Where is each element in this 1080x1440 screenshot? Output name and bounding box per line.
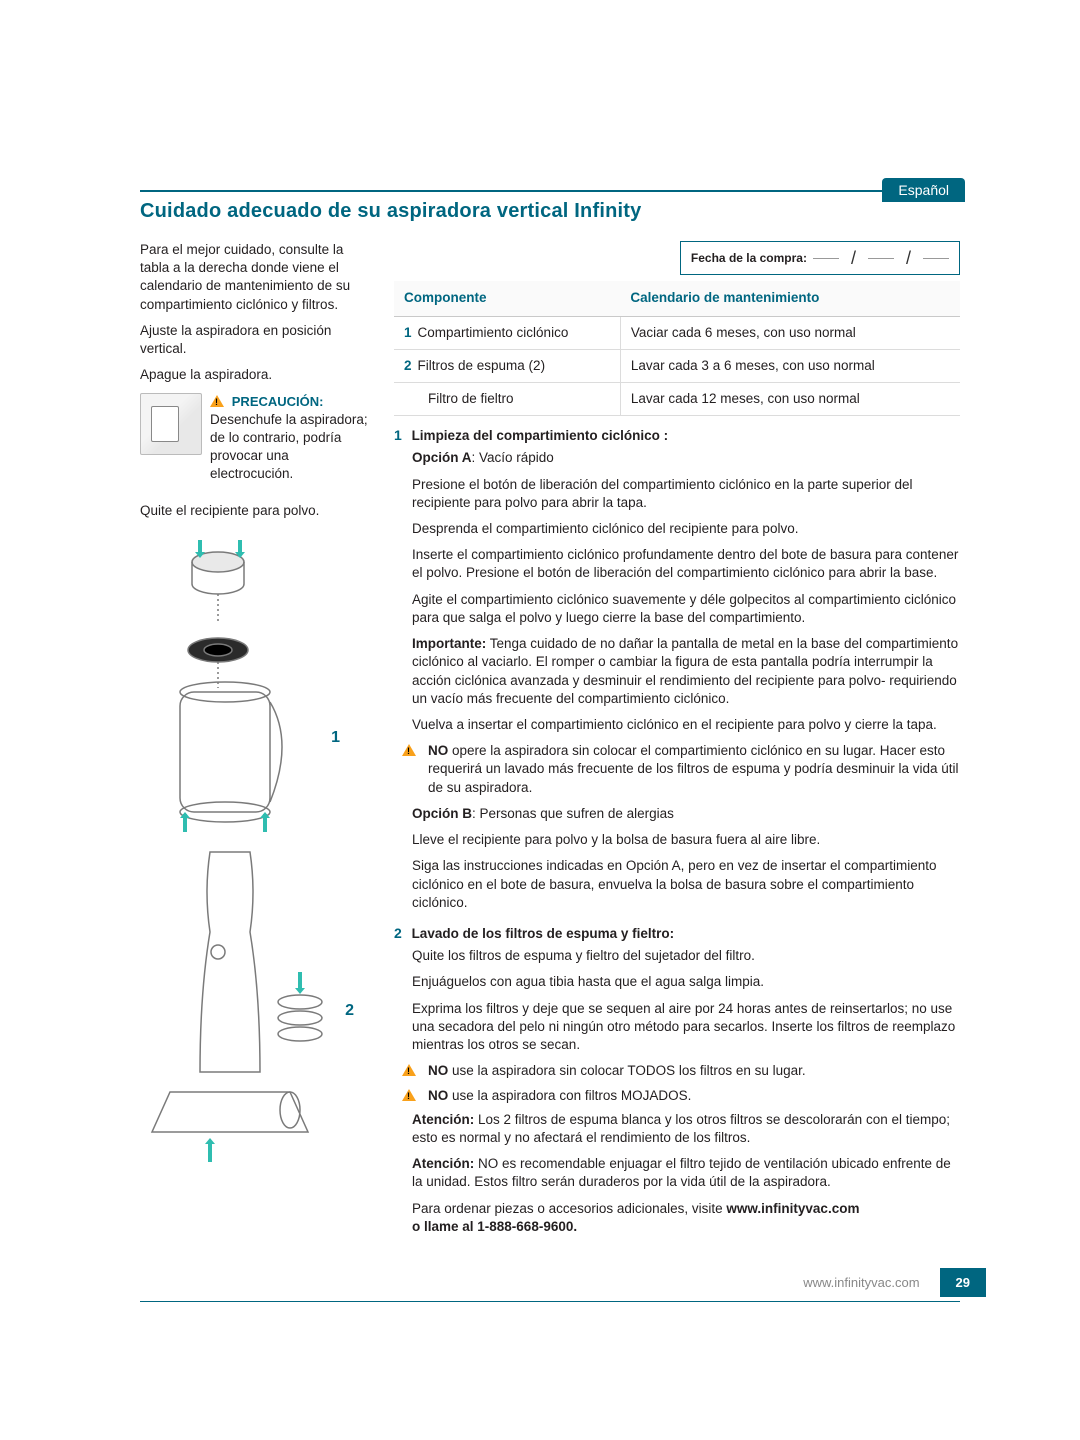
- cell: Lavar cada 3 a 6 meses, con uso normal: [620, 349, 960, 382]
- sec1-p: Presione el botón de liberación del comp…: [412, 476, 960, 512]
- row-num: 2: [404, 358, 412, 373]
- attention-label: Atención:: [412, 1156, 474, 1171]
- warning-icon: [402, 744, 416, 756]
- warning-icon: [402, 1064, 416, 1076]
- order-phone: o llame al 1-888-668-9600.: [412, 1219, 577, 1234]
- warning-icon: [210, 395, 224, 407]
- attention-text: Los 2 filtros de espuma blanca y los otr…: [412, 1112, 950, 1145]
- important-label: Importante:: [412, 636, 486, 651]
- maintenance-table: Componente Calendario de mantenimiento 1…: [394, 281, 960, 416]
- section-2-heading: 2 Lavado de los filtros de espuma y fiel…: [394, 924, 960, 943]
- sec-title: Limpieza del compartimiento ciclónico :: [412, 428, 669, 443]
- warn-lead: NO: [428, 1088, 448, 1103]
- caution-heading: PRECAUCIÓN:: [210, 393, 370, 411]
- table-row: 2 Filtros de espuma (2) Lavar cada 3 a 6 …: [394, 349, 960, 382]
- vacuum-diagram: 1 2: [140, 532, 360, 1192]
- sec1-p: Lleve el recipiente para polvo y la bols…: [412, 831, 960, 849]
- date-blank-1[interactable]: [813, 258, 839, 259]
- rule-top: [140, 190, 960, 192]
- date-blank-3[interactable]: [923, 258, 949, 259]
- cell: Filtros de espuma (2): [418, 358, 546, 373]
- warn-lead: NO: [428, 1063, 448, 1078]
- left-column: Para el mejor cuidado, consulte la tabla…: [140, 241, 370, 1244]
- sec1-p: Vuelva a insertar el compartimiento cicl…: [412, 716, 960, 734]
- cell: Filtro de fieltro: [410, 391, 514, 406]
- page-footer: www.infinityvac.com 29: [140, 1268, 986, 1297]
- attention-text: NO es recomendable enjuagar el filtro te…: [412, 1156, 951, 1189]
- table-row: Filtro de fieltro Lavar cada 12 meses, c…: [394, 382, 960, 415]
- option-b-label: Opción B: [412, 806, 472, 821]
- intro-p2: Ajuste la aspiradora en posición vertica…: [140, 322, 370, 358]
- sec-num: 1: [394, 427, 402, 443]
- warn-lead: NO: [428, 743, 448, 758]
- order-url: www.infinityvac.com: [726, 1201, 859, 1216]
- sec1-p: Siga las instrucciones indicadas en Opci…: [412, 857, 960, 912]
- important-text: Tenga cuidado de no dañar la pantalla de…: [412, 636, 958, 706]
- sec-num: 2: [394, 925, 402, 941]
- th-component: Componente: [394, 281, 620, 316]
- sec2-p: Enjuáguelos con agua tibia hasta que el …: [412, 973, 960, 991]
- date-blank-2[interactable]: [868, 258, 894, 259]
- intro-p4: Quite el recipiente para polvo.: [140, 502, 370, 520]
- right-column: Fecha de la compra: / / Componente Calen…: [394, 241, 960, 1244]
- row-num: 1: [404, 325, 412, 340]
- footer-page-number: 29: [940, 1268, 986, 1297]
- sec2-p: Quite los filtros de espuma y fieltro de…: [412, 947, 960, 965]
- diagram-callout-2: 2: [345, 1000, 354, 1022]
- order-text: Para ordenar piezas o accesorios adicion…: [412, 1201, 726, 1216]
- purchase-date-box: Fecha de la compra: / /: [680, 241, 960, 275]
- warning-icon: [402, 1089, 416, 1101]
- section-1-heading: 1 Limpieza del compartimiento ciclónico …: [394, 426, 960, 445]
- cell: Lavar cada 12 meses, con uso normal: [620, 382, 960, 415]
- sec1-p: Desprenda el compartimiento ciclónico de…: [412, 520, 960, 538]
- cell: Vaciar cada 6 meses, con uso normal: [620, 316, 960, 349]
- sec1-p: Inserte el compartimiento ciclónico prof…: [412, 546, 960, 582]
- unplug-illustration: [140, 393, 202, 455]
- option-a-sub: : Vacío rápido: [472, 450, 554, 465]
- warn-text: use la aspiradora sin colocar TODOS los …: [448, 1063, 805, 1078]
- sec2-p: Exprima los filtros y deje que se sequen…: [412, 1000, 960, 1055]
- sec1-p: Agite el compartimiento ciclónico suavem…: [412, 591, 960, 627]
- option-b-sub: : Personas que sufren de alergias: [472, 806, 674, 821]
- th-schedule: Calendario de mantenimiento: [620, 281, 960, 316]
- caution-label: PRECAUCIÓN:: [232, 394, 324, 409]
- footer-url: www.infinityvac.com: [140, 1268, 940, 1297]
- rule-bottom: [140, 1301, 960, 1302]
- option-a-label: Opción A: [412, 450, 472, 465]
- intro-p1: Para el mejor cuidado, consulte la tabla…: [140, 241, 370, 314]
- page-title: Cuidado adecuado de su aspiradora vertic…: [140, 200, 960, 223]
- cell: Compartimiento ciclónico: [418, 325, 569, 340]
- table-row: 1 Compartimiento ciclónico Vaciar cada 6 …: [394, 316, 960, 349]
- language-tab: Español: [882, 178, 965, 202]
- sec-title: Lavado de los filtros de espuma y fieltr…: [412, 926, 675, 941]
- attention-label: Atención:: [412, 1112, 474, 1127]
- intro-p3: Apague la aspiradora.: [140, 366, 370, 384]
- caution-text: Desenchufe la aspiradora; de lo contrari…: [210, 411, 370, 484]
- warn-text: use la aspiradora con filtros MOJADOS.: [448, 1088, 691, 1103]
- warn-text: opere la aspiradora sin colocar el compa…: [428, 743, 959, 794]
- purchase-date-label: Fecha de la compra:: [691, 250, 807, 266]
- diagram-callout-1: 1: [331, 727, 340, 749]
